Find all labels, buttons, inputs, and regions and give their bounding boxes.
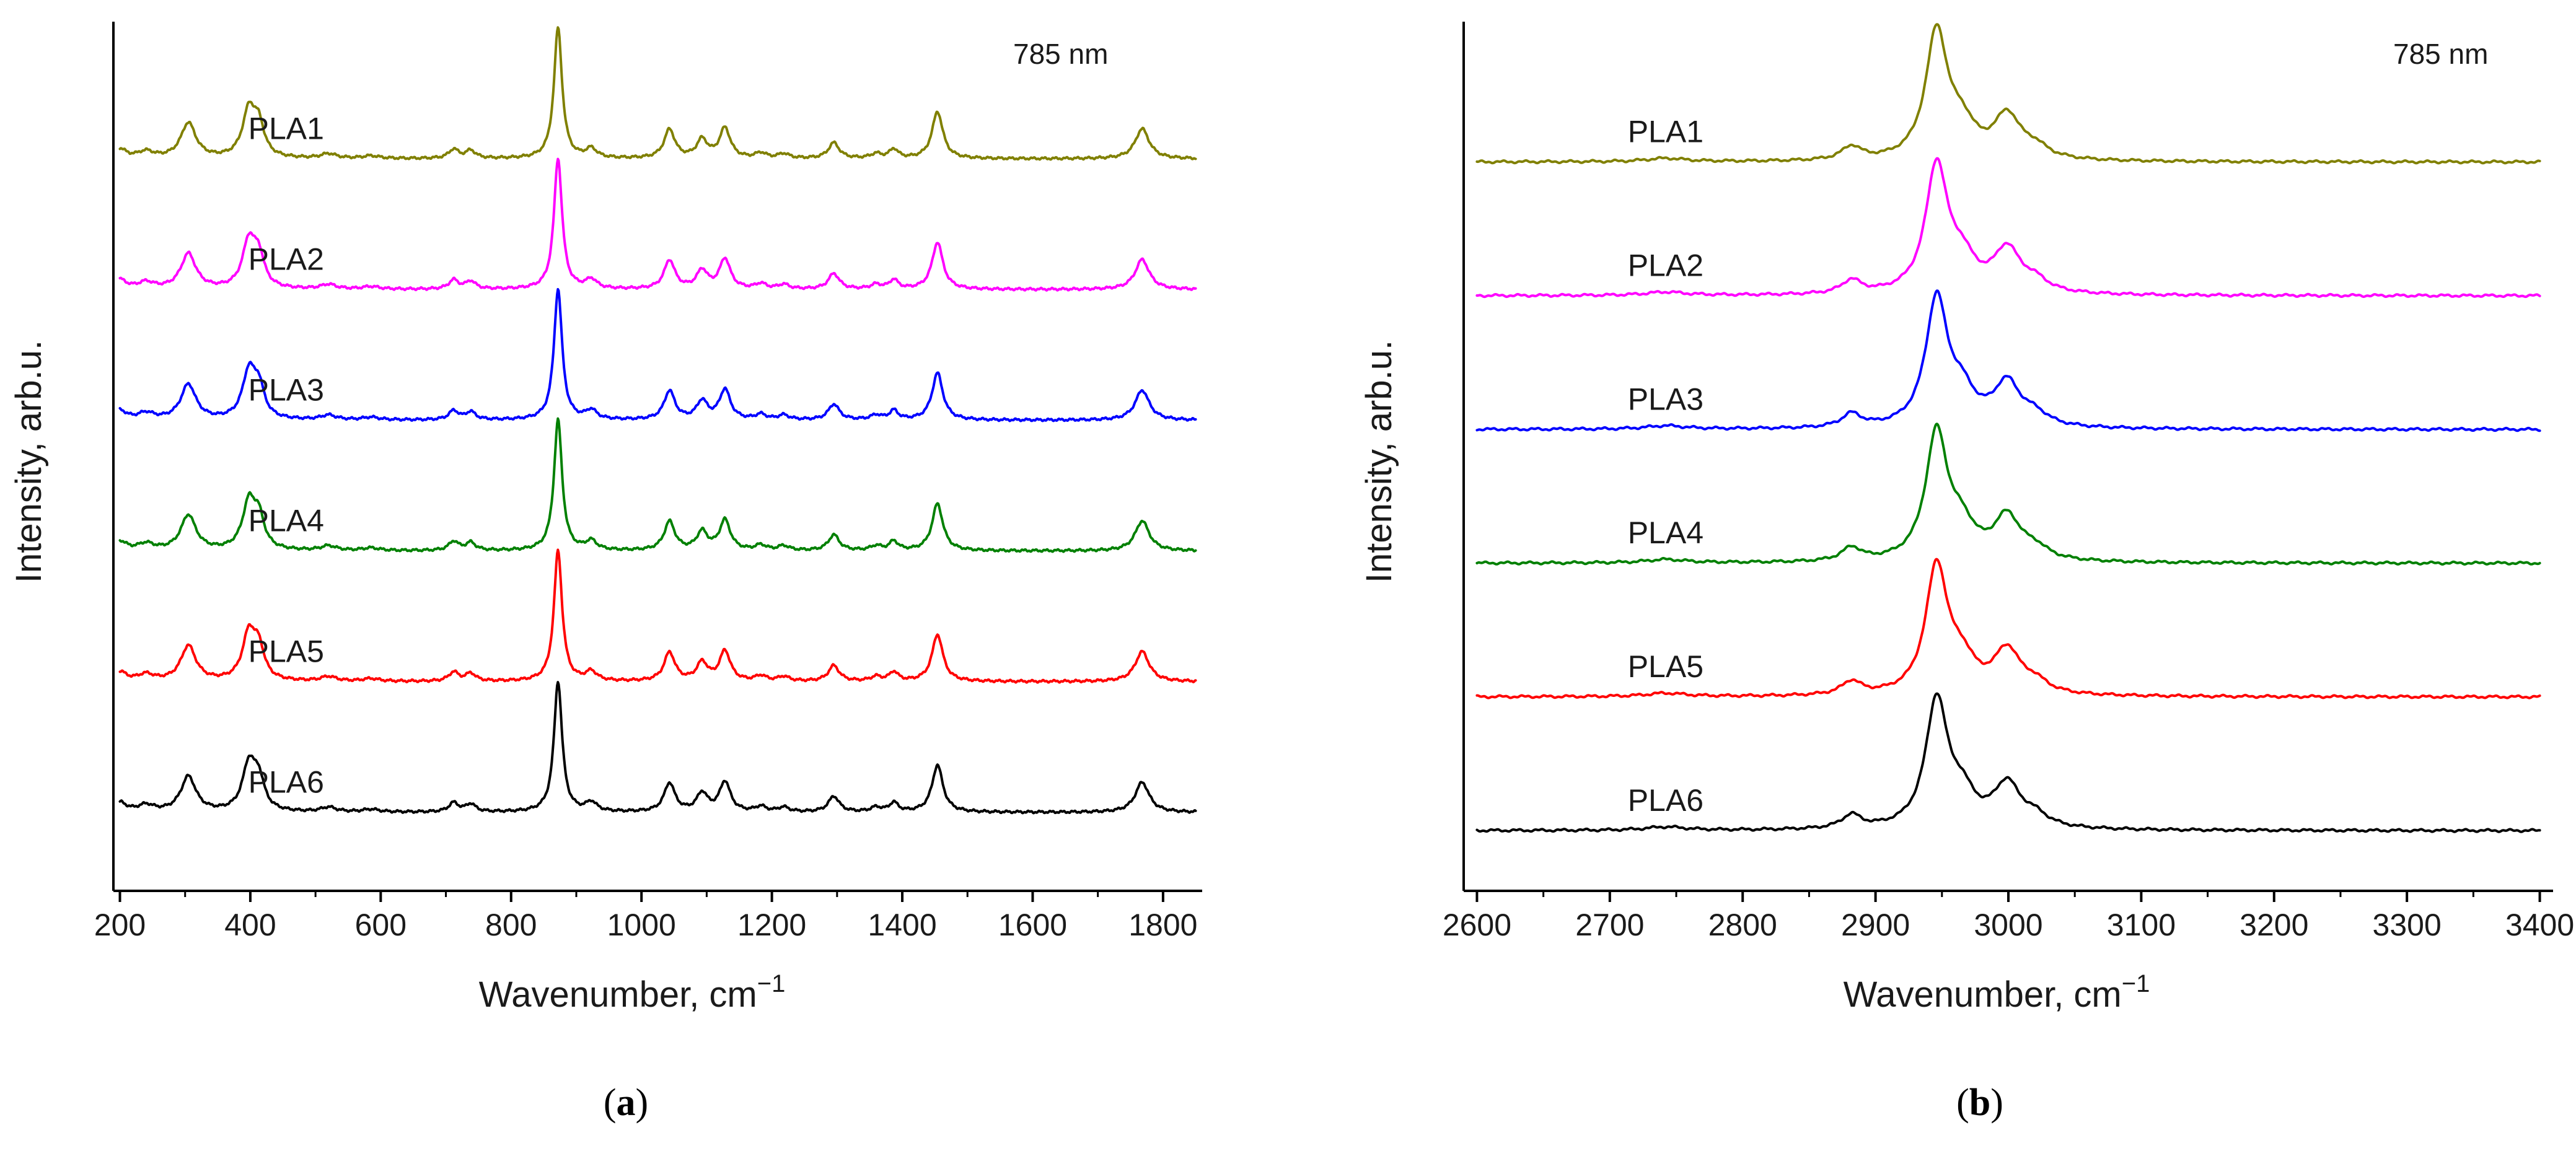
series-line-pla6 <box>118 681 1197 815</box>
panel-b-label: (b) <box>1956 1082 2003 1124</box>
x-tick-label-600: 600 <box>355 908 407 942</box>
panel-a-x-axis-title-sup: −1 <box>757 970 786 997</box>
x-tick-label-200: 200 <box>94 908 146 942</box>
series-line-pla3 <box>1475 289 2541 432</box>
x-tick-label-3300: 3300 <box>2373 908 2442 942</box>
panel-b-label-letter: b <box>1969 1082 1990 1124</box>
series-line-pla1 <box>118 26 1197 161</box>
panel-a-chart: PLA1 PLA2 PLA3 PLA4 PLA5 PLA6 200 400 600 800 100… <box>9 22 1202 1124</box>
panel-a-series-group <box>118 26 1197 815</box>
x-tick-label-1200: 1200 <box>737 908 806 942</box>
panel-a-y-axis-title: Intensity, arb.u. <box>9 340 49 583</box>
x-tick-label-2900: 2900 <box>1841 908 1910 942</box>
panel-b-x-axis-title-sup: −1 <box>2122 970 2150 997</box>
x-tick-label-400: 400 <box>224 908 276 942</box>
series-label-pla4: PLA4 <box>248 503 324 538</box>
panel-a-x-ticks: 200 400 600 800 1000 1200 1400 1600 1800 <box>94 891 1197 942</box>
series-line-pla3 <box>118 287 1197 423</box>
series-line-pla2 <box>1475 157 2541 299</box>
panel-b-series-labels: PLA1 PLA2 PLA3 PLA4 PLA5 PLA6 <box>1628 115 1703 818</box>
series-line-pla2 <box>118 157 1197 292</box>
series-label-pla3: PLA3 <box>1628 382 1703 416</box>
x-tick-label-1600: 1600 <box>998 908 1067 942</box>
series-label-pla2: PLA2 <box>1628 248 1703 282</box>
x-tick-label-3100: 3100 <box>2107 908 2176 942</box>
x-tick-label-2600: 2600 <box>1443 908 1511 942</box>
series-line-pla4 <box>1475 423 2541 566</box>
x-tick-label-2700: 2700 <box>1575 908 1644 942</box>
series-line-pla1 <box>1475 23 2541 165</box>
series-line-pla5 <box>1475 558 2541 699</box>
panel-a-series-labels: PLA1 PLA2 PLA3 PLA4 PLA5 PLA6 <box>248 112 324 800</box>
panel-b-chart: PLA1 PLA2 PLA3 PLA4 PLA5 PLA6 2600 2700 2800 290… <box>1359 22 2574 1124</box>
panel-b-x-ticks: 2600 2700 2800 2900 3000 3100 3200 3300 3400 <box>1443 891 2574 942</box>
panel-b-x-axis-title: Wavenumber, cm−1 <box>1844 970 2150 1015</box>
series-line-pla6 <box>1475 692 2541 833</box>
x-tick-label-2800: 2800 <box>1708 908 1777 942</box>
panel-b-y-axis-title: Intensity, arb.u. <box>1359 340 1399 583</box>
panel-a-label: (a) <box>604 1082 648 1124</box>
x-tick-label-800: 800 <box>485 908 537 942</box>
panel-a-label-letter: a <box>617 1082 636 1124</box>
series-label-pla5: PLA5 <box>248 634 324 668</box>
series-line-pla4 <box>118 417 1197 553</box>
panel-b-annotation: 785 nm <box>2393 38 2488 70</box>
panel-a-annotation: 785 nm <box>1013 38 1108 70</box>
series-label-pla1: PLA1 <box>1628 115 1703 149</box>
panel-a-x-axis-title: Wavenumber, cm−1 <box>479 970 786 1015</box>
panel-b-series-group <box>1475 23 2541 833</box>
x-tick-label-3200: 3200 <box>2240 908 2308 942</box>
series-label-pla6: PLA6 <box>248 764 324 799</box>
x-tick-label-3400: 3400 <box>2505 908 2574 942</box>
series-label-pla2: PLA2 <box>248 242 324 277</box>
x-tick-label-1800: 1800 <box>1128 908 1197 942</box>
series-label-pla4: PLA4 <box>1628 515 1703 550</box>
series-label-pla1: PLA1 <box>248 112 324 146</box>
x-tick-label-1000: 1000 <box>607 908 676 942</box>
series-label-pla3: PLA3 <box>248 372 324 407</box>
series-label-pla6: PLA6 <box>1628 783 1703 818</box>
x-tick-label-3000: 3000 <box>1974 908 2042 942</box>
x-tick-label-1400: 1400 <box>868 908 936 942</box>
series-label-pla5: PLA5 <box>1628 649 1703 684</box>
series-line-pla5 <box>118 548 1197 684</box>
